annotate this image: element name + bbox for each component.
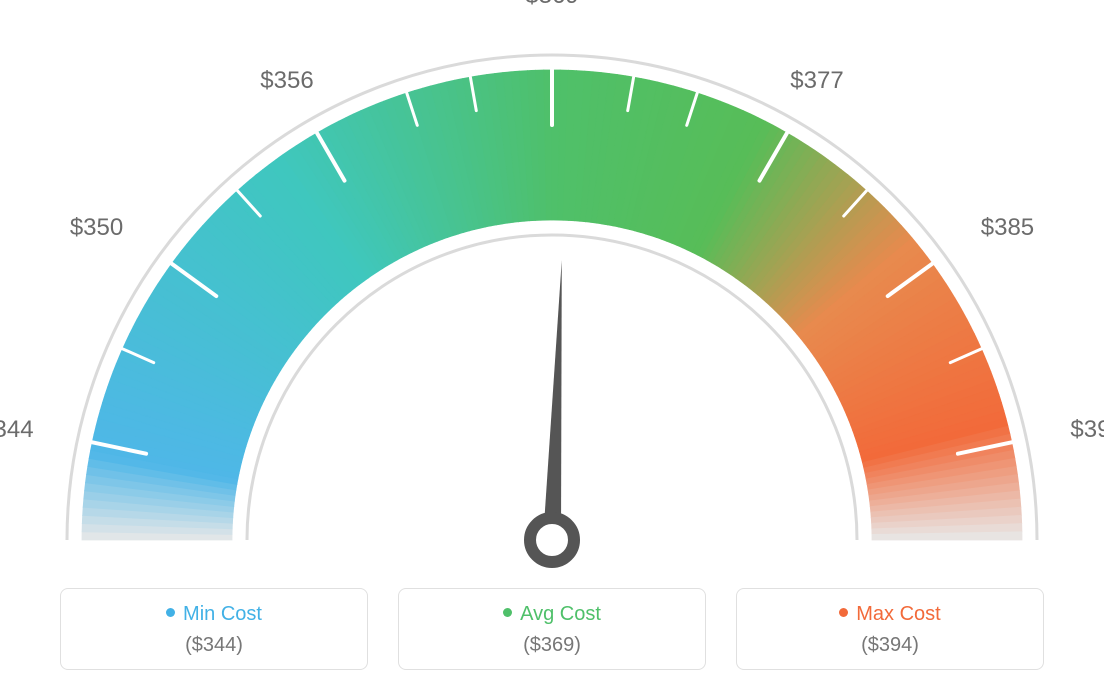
legend-title-avg: Avg Cost bbox=[409, 603, 695, 626]
gauge-needle bbox=[543, 260, 562, 540]
legend-value-avg: ($369) bbox=[409, 634, 695, 657]
legend-card-min: Min Cost ($344) bbox=[60, 588, 368, 670]
tick-label: $377 bbox=[790, 67, 843, 95]
tick-label: $369 bbox=[525, 0, 578, 10]
tick-label: $344 bbox=[0, 416, 34, 444]
tick-label: $385 bbox=[981, 214, 1034, 242]
dot-icon bbox=[503, 608, 512, 617]
gauge-svg bbox=[0, 0, 1104, 570]
legend-title-text: Avg Cost bbox=[520, 603, 601, 625]
legend-value-min: ($344) bbox=[71, 634, 357, 657]
tick-label: $394 bbox=[1070, 416, 1104, 444]
legend-title-text: Min Cost bbox=[183, 603, 262, 625]
legend-title-max: Max Cost bbox=[747, 603, 1033, 626]
gauge-area: $344 $350 $356 $369 $377 $385 $394 bbox=[0, 0, 1104, 570]
legend-title-min: Min Cost bbox=[71, 603, 357, 626]
chart-container: $344 $350 $356 $369 $377 $385 $394 Min Cost ($… bbox=[0, 0, 1104, 690]
dot-icon bbox=[839, 608, 848, 617]
legend-row: Min Cost ($344) Avg Cost ($369) Max Cost… bbox=[60, 588, 1044, 670]
legend-title-text: Max Cost bbox=[856, 603, 940, 625]
legend-card-avg: Avg Cost ($369) bbox=[398, 588, 706, 670]
dot-icon bbox=[166, 608, 175, 617]
legend-card-max: Max Cost ($394) bbox=[736, 588, 1044, 670]
gauge-hub bbox=[530, 518, 574, 562]
legend-value-max: ($394) bbox=[747, 634, 1033, 657]
tick-label: $350 bbox=[70, 214, 123, 242]
tick-label: $356 bbox=[260, 67, 313, 95]
